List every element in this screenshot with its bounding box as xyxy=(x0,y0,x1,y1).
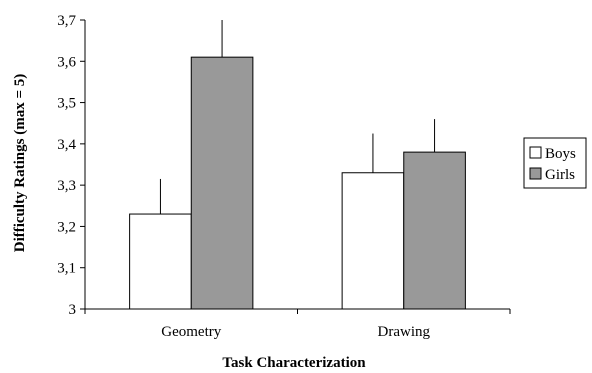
legend: Boys Girls xyxy=(523,137,587,189)
y-tick-label: 3,3 xyxy=(57,178,76,194)
y-tick-label: 3,5 xyxy=(57,96,76,112)
legend-label-boys: Boys xyxy=(545,146,576,162)
legend-swatch-boys xyxy=(529,146,542,159)
legend-box xyxy=(523,137,587,189)
legend-label-girls: Girls xyxy=(545,167,575,183)
y-tick-label: 3,2 xyxy=(57,219,76,235)
legend-swatch-girls xyxy=(529,167,542,180)
y-tick-label: 3,6 xyxy=(57,54,76,70)
y-tick-label: 3,7 xyxy=(57,13,76,29)
bar-girls-geometry xyxy=(190,56,254,310)
y-tick-label: 3,4 xyxy=(57,137,76,153)
y-tick-label: 3 xyxy=(69,302,77,318)
x-axis: Geometry Drawing xyxy=(84,308,511,340)
bar-boys-drawing xyxy=(341,172,405,310)
x-tick-label: Geometry xyxy=(161,324,221,340)
x-axis-title: Task Characterization xyxy=(222,355,366,371)
bar-girls-drawing xyxy=(403,151,466,310)
bars xyxy=(129,56,466,310)
x-tick-label: Drawing xyxy=(378,324,431,340)
y-axis: 3 3,1 3,2 3,3 3,4 3,5 3,6 3,7 xyxy=(57,13,86,318)
error-bars xyxy=(159,20,436,215)
y-tick-label: 3,1 xyxy=(57,261,76,277)
bar-boys-geometry xyxy=(129,213,192,310)
y-axis-title: Difficulty Ratings (max = 5) xyxy=(12,74,28,253)
